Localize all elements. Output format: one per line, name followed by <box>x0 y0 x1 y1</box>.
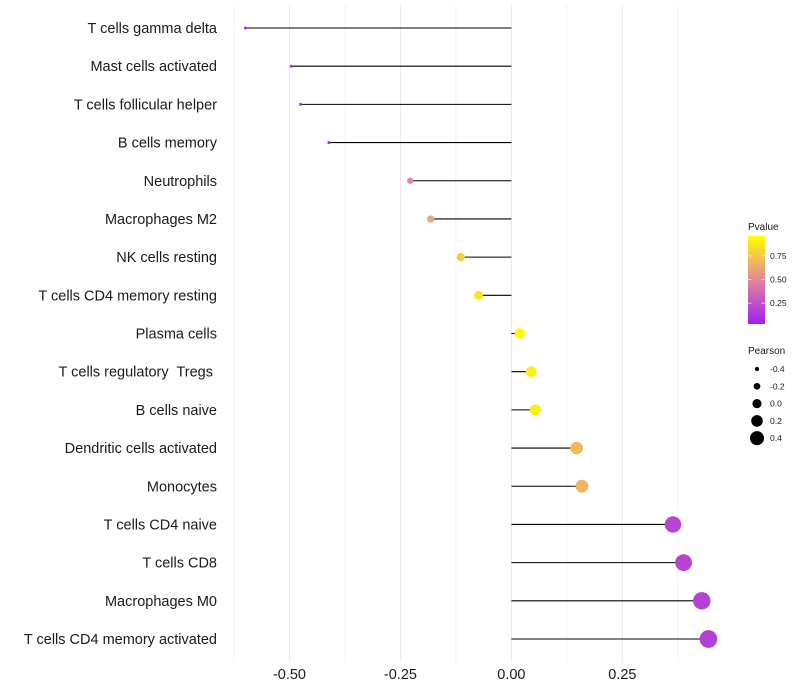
lollipop-point <box>575 479 589 493</box>
lollipop-point <box>525 366 537 378</box>
y-tick-label: NK cells resting <box>116 250 217 266</box>
lollipop-point <box>570 441 583 455</box>
y-tick-label: Plasma cells <box>136 327 217 343</box>
y-tick-label: Macrophages M2 <box>105 212 217 228</box>
x-tick-label: 0.25 <box>608 667 636 683</box>
y-axis-labels: T cells gamma delta Mast cells activated T… <box>24 21 218 648</box>
lollipop-point <box>693 592 711 610</box>
lollipop-points <box>244 26 718 648</box>
x-tick-label: -0.25 <box>384 667 417 683</box>
y-tick-label: T cells follicular helper <box>74 97 217 113</box>
lollipop-segments <box>245 27 709 640</box>
lollipop-point <box>427 215 435 223</box>
y-tick-label: Monocytes <box>147 479 217 495</box>
pvalue-legend-title: Pvalue <box>748 222 779 233</box>
pearson-legend-dot <box>751 415 763 427</box>
pearson-legend-title: Pearson <box>748 346 785 357</box>
y-tick-label: T cells CD8 <box>142 556 217 572</box>
pvalue-legend: Pvalue 0.75 0.50 0.25 <box>748 222 787 324</box>
pearson-legend-label: 0.2 <box>770 416 782 426</box>
pvalue-colorbar <box>748 236 765 324</box>
pvalue-legend-label: 0.25 <box>770 298 787 308</box>
pearson-legend-label: 0.4 <box>770 433 782 443</box>
y-tick-label: T cells regulatory Tregs <box>59 365 218 381</box>
lollipop-point <box>456 252 465 262</box>
lollipop-point <box>327 140 331 145</box>
y-tick-label: B cells memory <box>118 136 218 152</box>
y-tick-label: T cells gamma delta <box>88 21 218 37</box>
y-tick-label: Macrophages M0 <box>105 594 217 610</box>
y-tick-label: T cells CD4 memory resting <box>38 288 217 304</box>
lollipop-point <box>407 177 414 184</box>
pearson-legend-dot <box>753 382 761 390</box>
pearson-legend-dot <box>752 399 762 409</box>
y-tick-label: Mast cells activated <box>90 59 217 75</box>
lollipop-point <box>529 404 541 416</box>
x-axis-labels: -0.50 -0.25 0.00 0.25 <box>273 667 637 683</box>
x-tick-label: 0.00 <box>497 667 525 683</box>
pearson-legend-dot <box>749 431 765 446</box>
y-tick-label: Dendritic cells activated <box>65 441 217 457</box>
y-tick-label: T cells CD4 memory activated <box>24 632 217 648</box>
pearson-legend-dot <box>754 366 760 372</box>
pvalue-legend-label: 0.50 <box>770 275 787 285</box>
lollipop-point <box>244 26 248 30</box>
lollipop-point <box>664 516 682 533</box>
pearson-legend: Pearson -0.4 -0.2 0.0 0.2 0.4 <box>748 346 785 446</box>
y-tick-label: T cells CD4 naive <box>104 517 217 533</box>
pearson-legend-label: -0.4 <box>770 364 785 374</box>
x-tick-label: -0.50 <box>273 667 306 683</box>
lollipop-point <box>699 630 718 648</box>
pvalue-legend-label: 0.75 <box>770 251 787 261</box>
y-tick-label: B cells naive <box>136 403 217 419</box>
lollipop-point <box>474 290 484 300</box>
lollipop-point <box>675 554 693 572</box>
y-tick-label: Neutrophils <box>144 174 217 190</box>
lollipop-point <box>299 102 303 106</box>
lollipop-point <box>289 64 293 68</box>
lollipop-point <box>514 328 526 339</box>
pearson-legend-label: -0.2 <box>770 381 785 391</box>
grid-lines <box>233 5 679 662</box>
pearson-legend-label: 0.0 <box>770 399 782 409</box>
